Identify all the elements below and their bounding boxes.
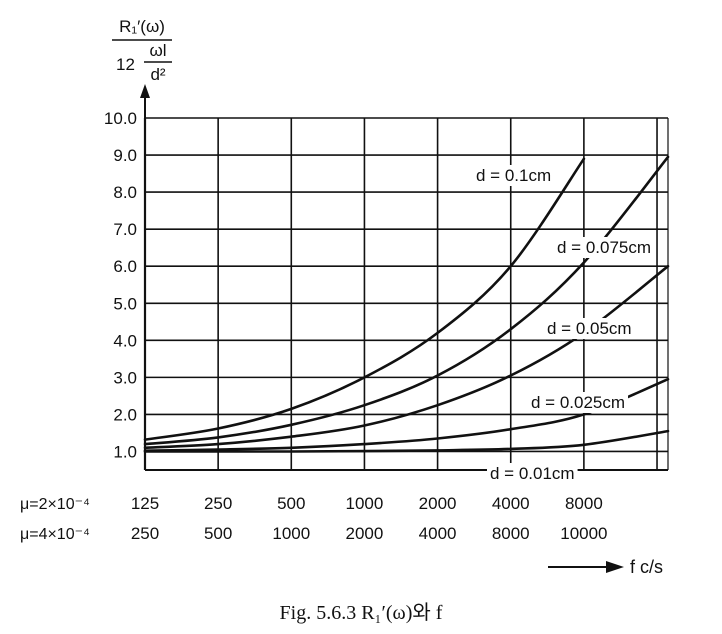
y-label-numerator: R₁′(ω) <box>119 17 165 36</box>
series-lines <box>143 155 670 453</box>
y-tick-label: 10.0 <box>104 109 137 128</box>
x-tick-row-2: μ=4×10⁻⁴ 250 500 1000 2000 4000 8000 10000 <box>20 524 608 543</box>
series-line-d=0.025cm <box>143 377 670 452</box>
x-axis-label-group: f c/s <box>548 557 663 577</box>
series-label-d=0.05cm: d = 0.05cm <box>547 319 632 338</box>
figure-caption: Fig. 5.6.3 R₁′(ω)와 f <box>280 601 443 624</box>
y-tick-label: 2.0 <box>113 405 137 424</box>
y-label-denominator-prefix: 12 <box>116 55 135 74</box>
series-label-background <box>487 463 578 484</box>
x-tick-label: 10000 <box>560 524 607 543</box>
x-axis-label: f c/s <box>630 557 663 577</box>
x-tick-label: 500 <box>204 524 232 543</box>
x-tick-label: 8000 <box>565 494 603 513</box>
series-label-d=0.075cm: d = 0.075cm <box>557 238 651 257</box>
x-tick-label: 2000 <box>346 524 384 543</box>
y-tick-label: 1.0 <box>113 442 137 461</box>
y-tick-label: 8.0 <box>113 183 137 202</box>
series-label-d=0.01cm: d = 0.01cm <box>490 464 575 483</box>
y-tick-label: 4.0 <box>113 331 137 350</box>
x-tick-row-1: μ=2×10⁻⁴ 125 250 500 1000 2000 4000 8000 <box>20 494 603 513</box>
y-tick-label: 6.0 <box>113 257 137 276</box>
series-label-d=0.025cm: d = 0.025cm <box>531 393 625 412</box>
y-tick-label: 9.0 <box>113 146 137 165</box>
series-line-d=0.1cm <box>143 157 586 441</box>
x-axis-arrowhead <box>606 561 624 573</box>
x-tick-label: 4000 <box>492 494 530 513</box>
series-label-background <box>554 237 655 258</box>
series-label-d=0.1cm: d = 0.1cm <box>476 166 551 185</box>
series-label-background <box>528 392 629 413</box>
x-tick-row-label: μ=2×10⁻⁴ <box>20 496 90 513</box>
y-tick-labels: 1.0 2.0 3.0 4.0 5.0 6.0 7.0 8.0 9.0 10.0 <box>104 109 137 461</box>
y-label-inner-numerator: ωl <box>149 41 166 60</box>
grid <box>143 117 669 471</box>
y-axis-label: R₁′(ω) 12 ωl d² <box>112 17 172 84</box>
x-tick-label: 2000 <box>419 494 457 513</box>
x-tick-label: 4000 <box>419 524 457 543</box>
series-labels: d = 0.1cm d = 0.075cm d = 0.05cm d = 0.025c… <box>473 165 655 484</box>
series-line-d=0.01cm <box>143 429 670 453</box>
x-tick-row-label: μ=4×10⁻⁴ <box>20 526 90 543</box>
series-label-background <box>473 165 555 186</box>
x-tick-label: 250 <box>204 494 232 513</box>
series-label-background <box>544 318 635 339</box>
x-tick-rows: μ=2×10⁻⁴ 125 250 500 1000 2000 4000 8000μ=4×10⁻… <box>20 494 608 543</box>
x-tick-label: 1000 <box>346 494 384 513</box>
series-line-d=0.075cm <box>143 155 670 446</box>
x-tick-label: 500 <box>277 494 305 513</box>
x-tick-label: 8000 <box>492 524 530 543</box>
y-tick-label: 7.0 <box>113 220 137 239</box>
y-label-inner-denominator: d² <box>150 65 165 84</box>
y-tick-label: 5.0 <box>113 294 137 313</box>
x-tick-label: 125 <box>131 494 159 513</box>
y-tick-label: 3.0 <box>113 368 137 387</box>
series-line-d=0.05cm <box>143 264 670 450</box>
y-axis-arrowhead <box>140 84 150 98</box>
x-tick-label: 1000 <box>272 524 310 543</box>
x-tick-label: 250 <box>131 524 159 543</box>
